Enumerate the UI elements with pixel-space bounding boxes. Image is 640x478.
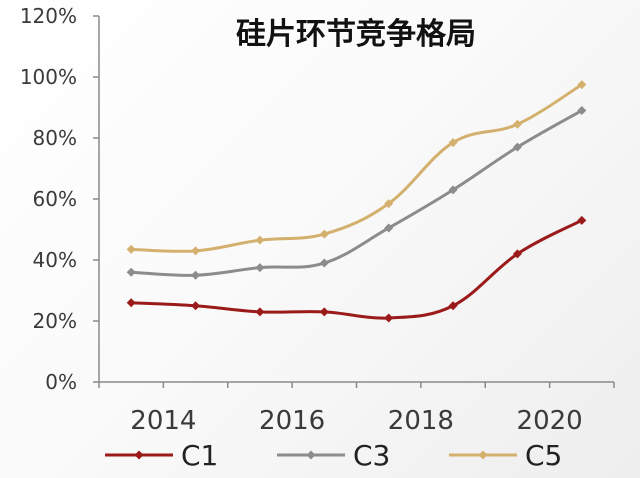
y-tick-label: 60% <box>33 187 77 211</box>
data-point <box>319 258 329 268</box>
series-c1 <box>126 215 587 323</box>
chart-title: 硅片环节竞争格局 <box>236 17 476 52</box>
data-point <box>126 267 136 277</box>
data-point <box>191 270 201 280</box>
data-point <box>255 307 265 317</box>
series-line <box>129 83 584 253</box>
x-tick-label: 2016 <box>259 406 325 436</box>
series-c3 <box>126 106 587 280</box>
y-tick-label: 20% <box>33 309 77 333</box>
data-point <box>512 119 522 129</box>
data-point <box>126 244 136 254</box>
legend-item-c3: C3 <box>277 439 390 472</box>
data-point <box>384 223 394 233</box>
data-point <box>319 229 329 239</box>
y-tick-label: 80% <box>33 126 77 150</box>
data-point <box>448 138 458 148</box>
legend-label: C5 <box>525 439 562 472</box>
data-point <box>126 298 136 308</box>
data-point <box>384 313 394 323</box>
legend-swatch-marker <box>306 450 316 460</box>
y-tick-label: 40% <box>33 248 77 272</box>
legend-item-c5: C5 <box>449 439 562 472</box>
legend-label: C1 <box>181 439 218 472</box>
chart-legend: C1 C3 C5 <box>105 439 562 472</box>
data-point <box>255 263 265 273</box>
x-tick-label: 2020 <box>517 406 583 436</box>
y-tick-label: 0% <box>45 370 77 394</box>
x-tick-label: 2018 <box>388 406 454 436</box>
series-line <box>129 218 584 320</box>
legend-swatch-marker <box>134 450 144 460</box>
data-point <box>384 199 394 209</box>
legend-label: C3 <box>353 439 390 472</box>
legend-item-c1: C1 <box>105 439 218 472</box>
data-point <box>191 301 201 311</box>
series-line <box>129 109 584 277</box>
data-point <box>255 235 265 245</box>
data-point <box>577 215 587 225</box>
data-point <box>577 80 587 90</box>
series-layer <box>126 80 587 323</box>
x-tick-label: 2014 <box>130 406 196 436</box>
data-point <box>448 185 458 195</box>
legend-swatch-marker <box>478 450 488 460</box>
data-point <box>577 106 587 116</box>
data-point <box>319 307 329 317</box>
y-axis-ticks: 0% 20% 40% 60% 80% 100% 120% <box>20 4 99 394</box>
data-point <box>191 246 201 256</box>
data-point <box>512 142 522 152</box>
x-axis-ticks: 2014 2016 2018 2020 <box>98 382 615 436</box>
y-tick-label: 120% <box>20 4 77 28</box>
series-c5 <box>126 80 587 256</box>
y-tick-label: 100% <box>20 65 77 89</box>
data-point <box>448 301 458 311</box>
data-point <box>512 249 522 259</box>
